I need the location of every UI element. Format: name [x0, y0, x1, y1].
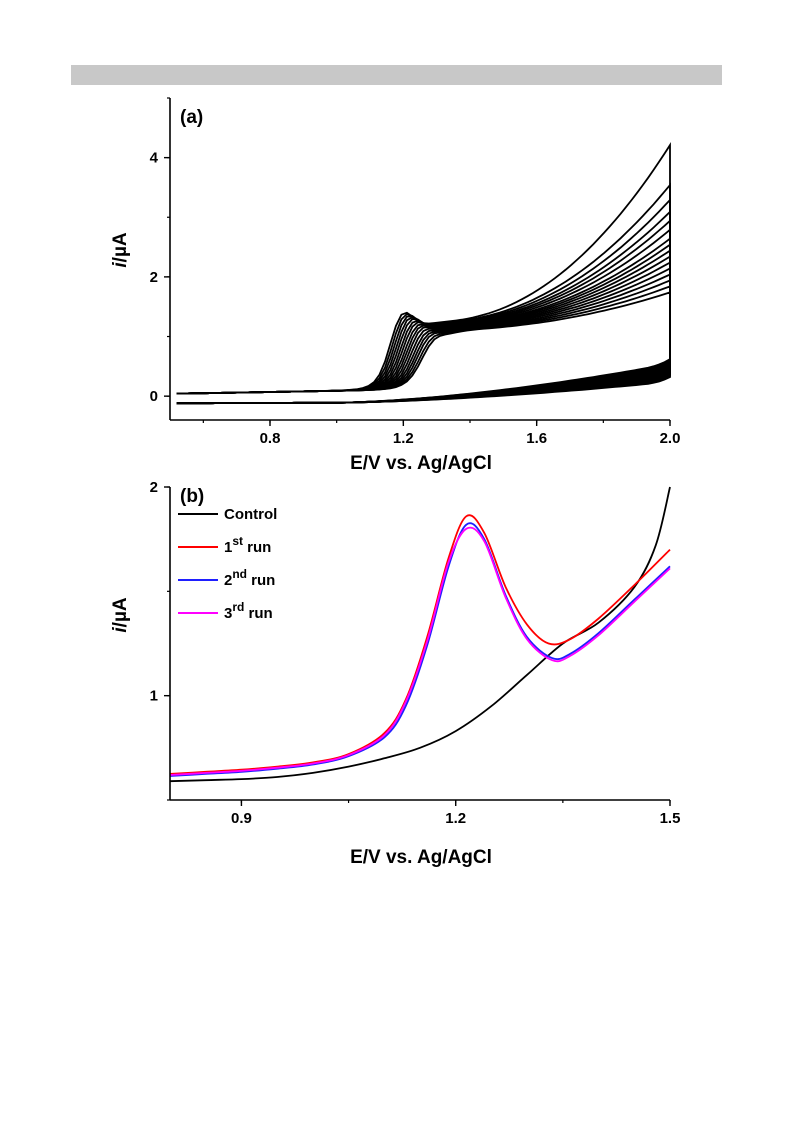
- cv-cycle-16: [176, 291, 671, 405]
- cv-cycle-3: [176, 197, 671, 405]
- y-axis-title-unit: /µA: [110, 232, 131, 262]
- axes-a: 0.8 1.2 1.6 2.0 0 2 4: [150, 97, 681, 447]
- x-tick-label-b: 1.2: [445, 810, 466, 827]
- series-line-3: [169, 522, 671, 777]
- axes-b: 0.9 1.2 1.5 1 2: [150, 479, 681, 827]
- x-axis-title-b: E/V vs. Ag/AgCl: [350, 847, 492, 868]
- cv-cycle-1: [176, 142, 671, 405]
- panel-label-b: (b): [180, 486, 204, 507]
- legend-label-3: 2nd run: [224, 567, 275, 589]
- legend-label-main: 3: [224, 605, 232, 622]
- legend-label-main: Control: [224, 506, 277, 523]
- x-axis-title-a: E/V vs. Ag/AgCl: [350, 453, 492, 474]
- y-tick-label-b: 2: [150, 479, 158, 496]
- legend-label-4: 3rd run: [224, 600, 273, 622]
- legend-label-main: 2: [224, 572, 232, 589]
- top-bar: [71, 65, 722, 85]
- y-tick-label-a: 2: [150, 269, 158, 286]
- legend-label-main: 1: [224, 539, 232, 556]
- legend-label-superscript: rd: [232, 600, 244, 614]
- y-axis-title-unit: /µA: [110, 597, 131, 627]
- x-tick-label-a: 1.2: [393, 430, 414, 447]
- series-line-1: [169, 486, 671, 783]
- legend-label-superscript: st: [232, 534, 243, 548]
- y-axis-title-b: i/µA: [110, 597, 131, 633]
- x-tick-label-a: 0.8: [260, 430, 281, 447]
- x-tick-label-a: 2.0: [660, 430, 681, 447]
- y-axis-title-italic: i: [110, 262, 131, 268]
- legend-label-superscript: nd: [232, 567, 247, 581]
- legend-label-suffix: run: [243, 539, 271, 556]
- x-tick-label-b: 1.5: [660, 810, 681, 827]
- panel-a: 0.8 1.2 1.6 2.0 0 2 4 (a) E/V vs. Ag/AgCl i/µA: [110, 97, 681, 474]
- x-tick-label-b: 0.9: [231, 810, 252, 827]
- legend-label-suffix: run: [247, 572, 275, 589]
- x-tick-label-a: 1.6: [526, 430, 547, 447]
- y-axis-title-a: i/µA: [110, 232, 131, 268]
- series-line-2: [169, 514, 671, 775]
- y-tick-label-a: 4: [150, 150, 159, 167]
- y-axis-title-italic: i: [110, 627, 131, 633]
- legend-label-suffix: run: [244, 605, 272, 622]
- panel-label-a: (a): [180, 107, 203, 128]
- legend-label-1: Control: [224, 506, 277, 523]
- series-lines: [169, 486, 671, 783]
- legend-label-2: 1st run: [224, 534, 271, 556]
- y-tick-label-a: 0: [150, 388, 158, 405]
- y-tick-label-b: 1: [150, 688, 158, 705]
- cv-curves: [176, 142, 671, 405]
- series-line-4: [169, 526, 671, 776]
